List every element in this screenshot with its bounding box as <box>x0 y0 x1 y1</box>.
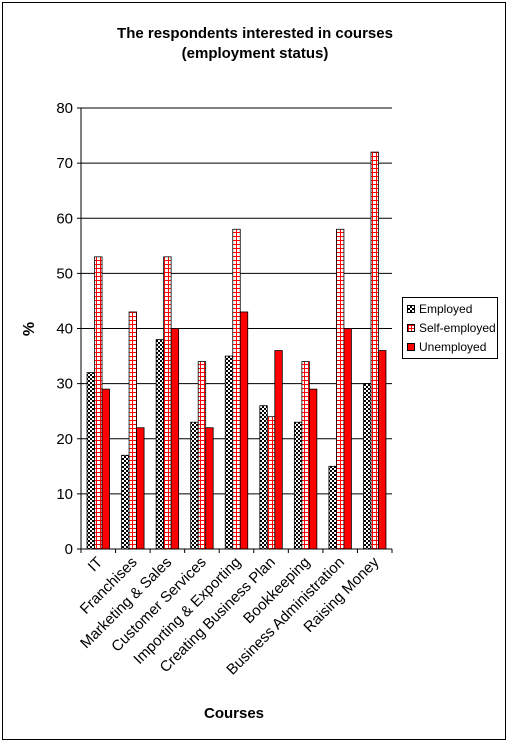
bar-self-employed <box>266 416 276 550</box>
y-tick-label: 80 <box>56 100 73 117</box>
bar-self-employed <box>232 228 241 550</box>
bar-self-employed <box>336 228 345 550</box>
bar-employed <box>293 421 303 550</box>
bar-employed <box>259 405 268 550</box>
y-tick-label: 30 <box>56 376 73 393</box>
y-tick-labels: 0 10 20 30 40 50 60 70 80 <box>56 100 73 558</box>
axes <box>77 107 393 553</box>
bar-unemployed <box>136 427 145 550</box>
legend-swatch-self-employed <box>407 324 415 332</box>
y-tick-label: 0 <box>65 541 73 558</box>
bar-unemployed <box>378 350 387 550</box>
bar-self-employed <box>197 361 207 550</box>
bar-unemployed <box>205 427 214 550</box>
y-tick-label: 20 <box>56 431 73 448</box>
bar-self-employed <box>94 256 103 550</box>
y-tick-label: 60 <box>56 210 73 227</box>
bar-employed <box>121 454 130 550</box>
bar-employed <box>328 465 337 550</box>
bar-unemployed <box>170 328 180 550</box>
chart-title-line-2: (employment status) <box>181 45 329 62</box>
bar-unemployed <box>101 388 110 550</box>
y-tick-label: 70 <box>56 155 73 172</box>
legend-swatch-unemployed <box>407 343 415 351</box>
legend-item-unemployed: Unemployed <box>407 339 486 355</box>
bar-employed <box>190 421 199 550</box>
legend: Employed Self-employed Unemployed <box>402 297 498 359</box>
legend-swatch-employed <box>407 305 415 313</box>
y-tick-label: 40 <box>56 321 73 338</box>
bars <box>86 151 387 550</box>
y-tick-label: 10 <box>56 486 73 503</box>
legend-item-self-employed: Self-employed <box>407 320 496 336</box>
y-axis-label: % <box>21 322 38 336</box>
bar-employed <box>224 355 234 550</box>
chart-title-line-1: The respondents interested in courses <box>117 25 393 42</box>
bar-self-employed <box>370 151 379 550</box>
bar-self-employed <box>163 256 172 550</box>
bar-unemployed <box>308 388 318 550</box>
x-axis-label: Courses <box>204 705 264 722</box>
bar-employed <box>86 372 95 550</box>
bar-unemployed <box>239 311 249 550</box>
bar-employed <box>363 383 372 550</box>
chart-title: The respondents interested in courses (e… <box>0 24 510 64</box>
bar-unemployed <box>343 328 352 550</box>
bar-self-employed <box>301 361 310 550</box>
bar-employed <box>155 339 165 550</box>
x-tick-label: IT <box>85 554 106 575</box>
y-tick-label: 50 <box>56 265 73 282</box>
bar-self-employed <box>128 311 137 550</box>
legend-label-self-employed: Self-employed <box>419 321 496 335</box>
legend-label-unemployed: Unemployed <box>419 340 487 354</box>
bar-unemployed <box>274 350 283 550</box>
legend-item-employed: Employed <box>407 301 472 317</box>
legend-label-employed: Employed <box>419 302 473 316</box>
